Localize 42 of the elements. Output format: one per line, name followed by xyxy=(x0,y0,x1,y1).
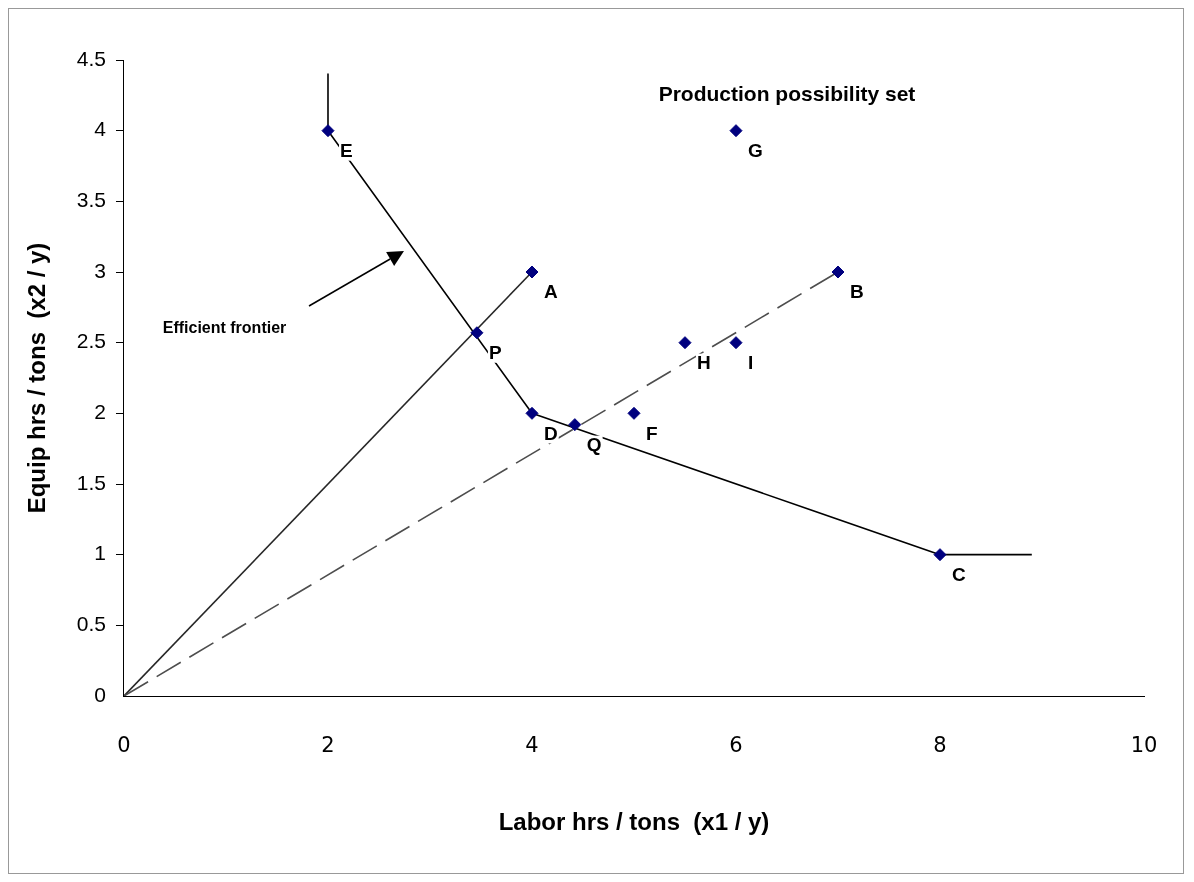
point xyxy=(525,265,539,279)
annotation: Efficient frontier xyxy=(162,319,287,337)
x-tick-label: 8 xyxy=(933,733,947,758)
y-tick-label: 0 xyxy=(94,682,106,706)
y-axis-title: Equip hrs / tons (x2 / y) xyxy=(23,242,51,514)
annotation: I xyxy=(748,351,754,373)
annotation: H xyxy=(697,351,711,373)
y-tick-label: 4 xyxy=(94,117,107,141)
x-tick-label: 10 xyxy=(1130,733,1158,758)
point xyxy=(568,418,582,432)
x-axis-title: Labor hrs / tons (x1 / y) xyxy=(498,808,770,836)
point xyxy=(470,326,484,340)
point xyxy=(729,124,743,138)
x-tick-label: 0 xyxy=(117,733,131,758)
annotation: B xyxy=(850,281,864,303)
y-tick-label: 2.5 xyxy=(76,329,106,353)
y-tick-label: 4.5 xyxy=(76,46,106,70)
point xyxy=(729,336,743,350)
y-tick-label: 1 xyxy=(94,541,106,565)
annotation: P xyxy=(488,342,502,364)
point xyxy=(831,265,845,279)
annotation: G xyxy=(748,139,763,161)
point xyxy=(627,406,641,420)
y-tick-label: 1.5 xyxy=(76,470,106,494)
point xyxy=(933,548,947,562)
annotation: F xyxy=(646,422,658,444)
x-tick-label: 6 xyxy=(729,733,743,758)
x-tick-label: 2 xyxy=(321,733,335,758)
annotation: C xyxy=(952,563,966,585)
y-tick-label: 2 xyxy=(94,400,106,424)
annotation: Q xyxy=(586,433,602,455)
y-tick-label: 0.5 xyxy=(76,612,106,636)
point xyxy=(525,406,539,420)
y-tick-label: 3.5 xyxy=(76,188,106,212)
annotation: A xyxy=(544,281,558,303)
point xyxy=(678,336,692,350)
point xyxy=(321,124,335,138)
annotation: Production possibility set xyxy=(658,81,916,105)
annotation: E xyxy=(339,139,353,161)
x-tick-label: 4 xyxy=(525,733,539,758)
y-tick-label: 3 xyxy=(94,258,106,282)
annotation: D xyxy=(544,422,558,444)
